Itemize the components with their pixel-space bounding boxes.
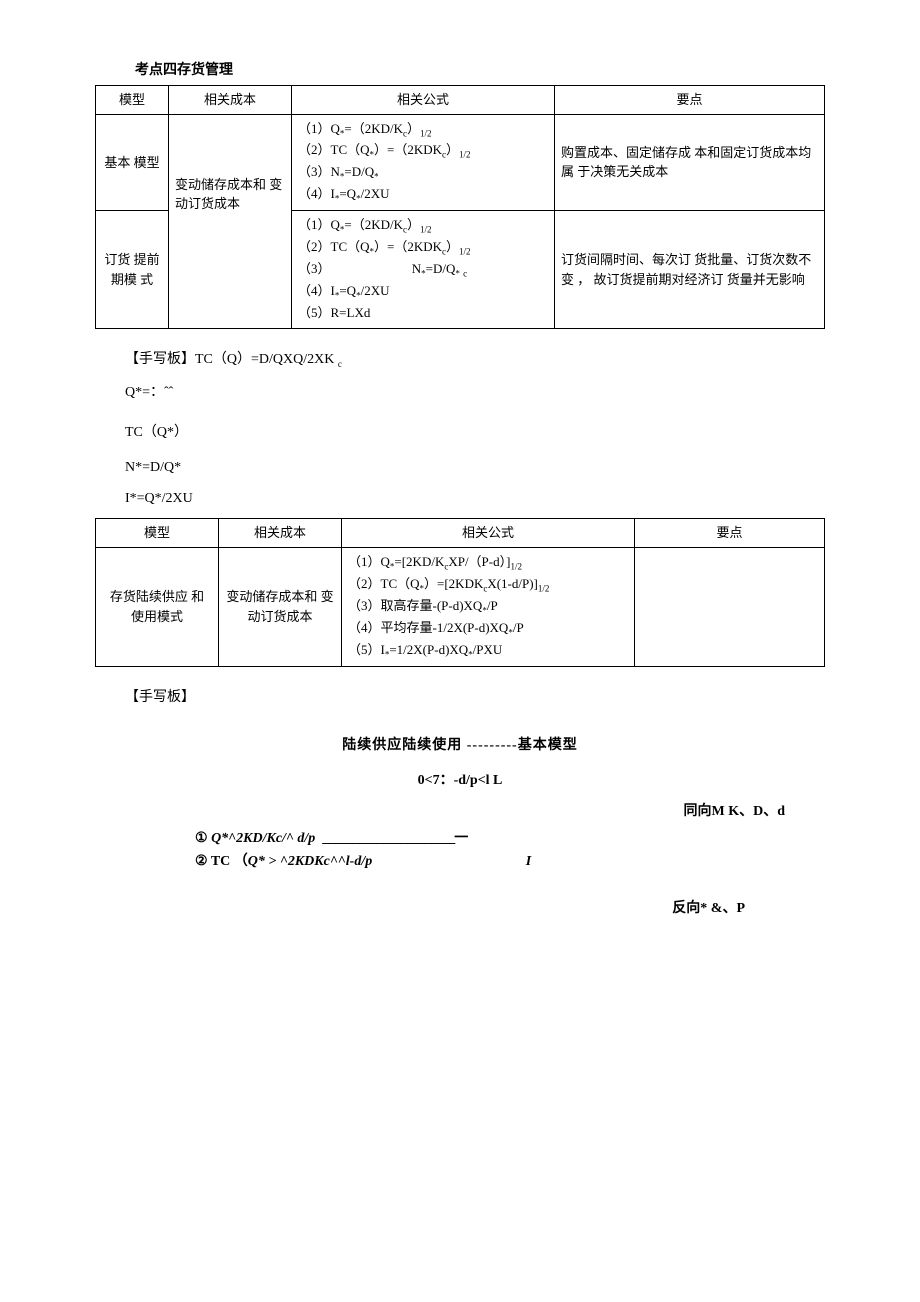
note-line: N*=D/Q* xyxy=(125,455,825,482)
table-2: 模型 相关成本 相关公式 要点 存货陆续供应 和 使用模式 变动储存成本和 变动… xyxy=(95,518,825,666)
note-line: TC（Q*） xyxy=(125,420,825,447)
t1-r1-model: 订货 提前 期模 式 xyxy=(96,211,169,329)
t1-r0-formula: （1）Q*=（2KD/Kc）1/2 （2）TC（Q*）=（2KDKc）1/2 （… xyxy=(292,114,555,211)
t1-r0-model: 基本 模型 xyxy=(96,114,169,211)
note-line: I*=Q*/2XU xyxy=(125,486,825,513)
t2-h-cost: 相关成本 xyxy=(219,519,342,548)
note-line: Q*=：ˆˆ xyxy=(125,380,825,407)
hw-right-1: 同向M K、D、d xyxy=(95,801,785,822)
t1-h-model: 模型 xyxy=(96,86,169,115)
handwriting-notes-1: 【手写板】TC（Q）=D/QXQ/2XK c Q*=：ˆˆ TC（Q*） N*=… xyxy=(125,347,825,512)
table-row: 基本 模型 变动储存成本和 变 动订货成本 （1）Q*=（2KD/Kc）1/2 … xyxy=(96,114,825,211)
t1-h-cost: 相关成本 xyxy=(169,86,292,115)
hw-item-1: ① Q*^2KD/Kc/^ d/p ______________________… xyxy=(195,828,825,849)
t2-h-model: 模型 xyxy=(96,519,219,548)
t2-r0-cost: 变动储存成本和 变动订货成本 xyxy=(219,547,342,666)
t2-r0-formula: （1）Q*=[2KD/KcXP/（P-d）]1/2 （2）TC（Q*）=[2KD… xyxy=(342,547,635,666)
t2-r0-point xyxy=(635,547,825,666)
t2-h-point: 要点 xyxy=(635,519,825,548)
t2-r0-model: 存货陆续供应 和 使用模式 xyxy=(96,547,219,666)
t1-r0-cost: 变动储存成本和 变 动订货成本 xyxy=(169,114,292,329)
t1-r1-formula: （1）Q*=（2KD/Kc）1/2 （2）TC（Q*）=（2KDKc）1/2 （… xyxy=(292,211,555,329)
table-1-header-row: 模型 相关成本 相关公式 要点 xyxy=(96,86,825,115)
t1-h-point: 要点 xyxy=(555,86,825,115)
hw-right-2: 反向* &、P xyxy=(95,898,745,919)
t2-h-formula: 相关公式 xyxy=(342,519,635,548)
hw-constraint: 0<7：-d/p<l L xyxy=(95,770,825,791)
hw-title: 陆续供应陆续使用 ---------基本模型 xyxy=(95,735,825,756)
table-row: 存货陆续供应 和 使用模式 变动储存成本和 变动订货成本 （1）Q*=[2KD/… xyxy=(96,547,825,666)
hw-item-2: ② TC （Q* > ^2KDKc^^l-d/p I xyxy=(195,851,825,872)
hw-list: ① Q*^2KD/Kc/^ d/p ______________________… xyxy=(195,828,825,872)
table-1: 模型 相关成本 相关公式 要点 基本 模型 变动储存成本和 变 动订货成本 （1… xyxy=(95,85,825,329)
t1-r1-point: 订货间隔时间、每次订 货批量、订货次数不变 ， 故订货提前期对经济订 货量并无影… xyxy=(555,211,825,329)
note-line: 【手写板】TC（Q）=D/QXQ/2XK c xyxy=(125,347,825,374)
section-title: 考点四存货管理 xyxy=(135,60,825,81)
table-2-header-row: 模型 相关成本 相关公式 要点 xyxy=(96,519,825,548)
handwriting-label-2: 【手写板】 xyxy=(125,685,825,712)
t1-h-formula: 相关公式 xyxy=(292,86,555,115)
t1-r0-point: 购置成本、固定储存成 本和固定订货成本均属 于决策无关成本 xyxy=(555,114,825,211)
